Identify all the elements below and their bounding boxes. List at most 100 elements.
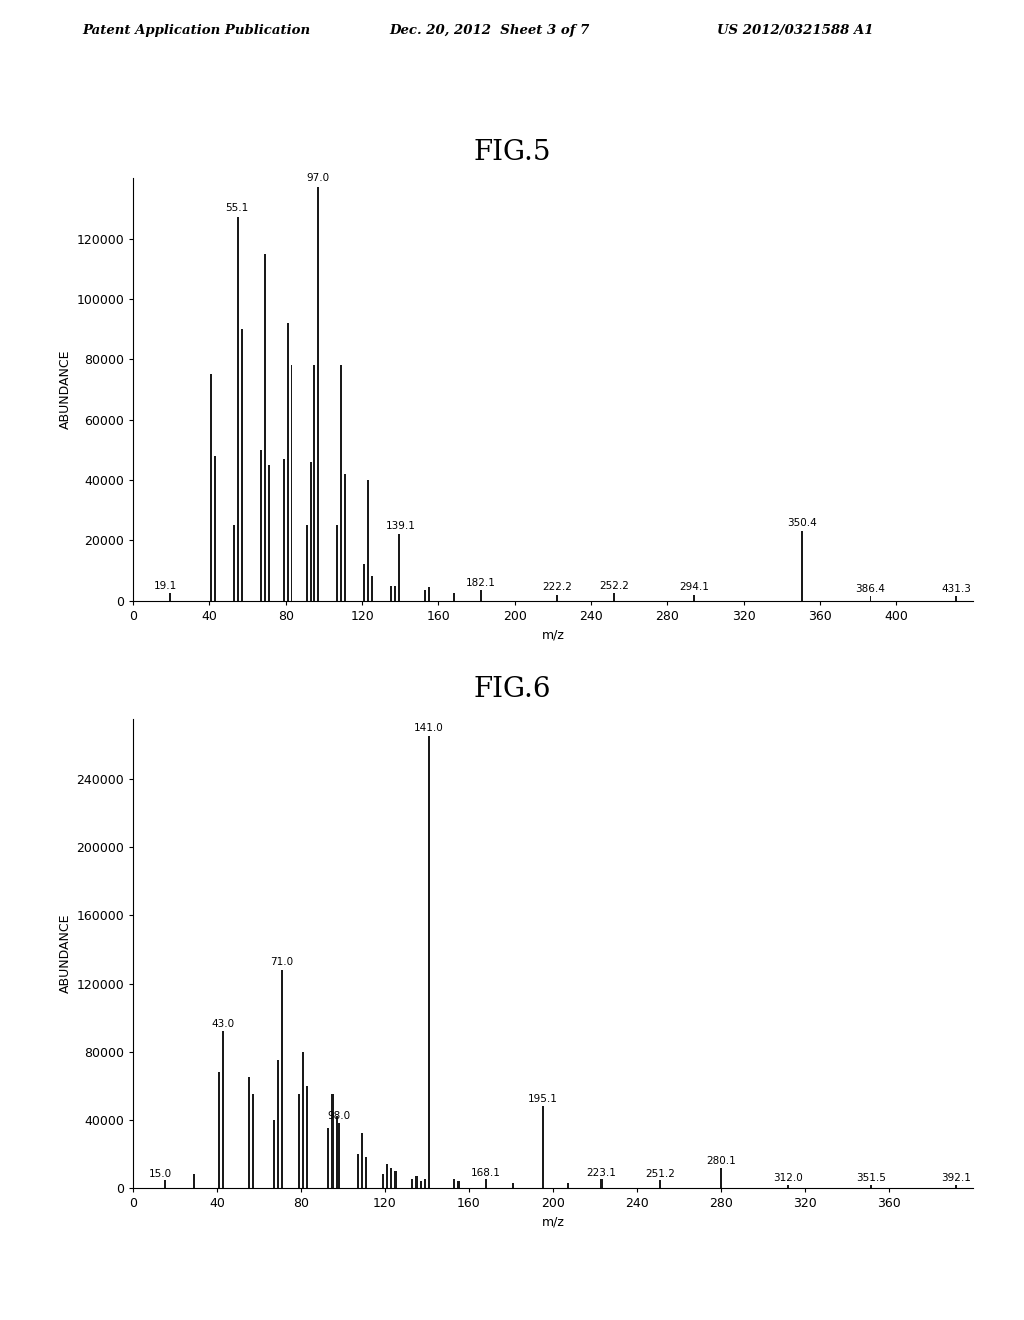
Text: 195.1: 195.1 — [527, 1094, 558, 1104]
Text: 294.1: 294.1 — [680, 582, 710, 593]
Bar — [870, 1184, 872, 1188]
Bar — [693, 594, 695, 601]
Bar — [367, 480, 369, 601]
Text: 251.2: 251.2 — [645, 1170, 676, 1179]
Bar — [390, 586, 392, 601]
Text: 312.0: 312.0 — [773, 1173, 803, 1183]
Bar — [390, 1168, 392, 1188]
Bar — [412, 1180, 414, 1188]
Text: 97.0: 97.0 — [306, 173, 330, 182]
Text: 71.0: 71.0 — [270, 957, 294, 968]
Bar — [869, 597, 871, 601]
Bar — [332, 1094, 334, 1188]
Bar — [193, 1175, 195, 1188]
Bar — [238, 218, 240, 601]
Text: 386.4: 386.4 — [856, 583, 886, 594]
Bar — [485, 1180, 487, 1188]
Text: FIG.5: FIG.5 — [473, 139, 551, 165]
Text: 15.0: 15.0 — [148, 1170, 172, 1179]
Bar — [306, 1086, 308, 1188]
Bar — [556, 594, 558, 601]
Bar — [382, 1175, 384, 1188]
Bar — [458, 1181, 460, 1188]
Bar — [302, 1052, 304, 1188]
Bar — [428, 587, 430, 601]
Text: 351.5: 351.5 — [856, 1173, 886, 1183]
Bar — [955, 597, 957, 601]
Bar — [272, 1119, 274, 1188]
Bar — [393, 586, 395, 601]
Bar — [264, 253, 266, 601]
Bar — [169, 593, 171, 601]
Text: FIG.6: FIG.6 — [473, 676, 551, 702]
Bar — [291, 366, 293, 601]
Bar — [787, 1184, 790, 1188]
Bar — [428, 737, 430, 1188]
Bar — [260, 450, 262, 601]
Bar — [267, 465, 269, 601]
Bar — [336, 525, 338, 601]
Bar — [340, 366, 342, 601]
Bar — [360, 1134, 362, 1188]
Text: 280.1: 280.1 — [707, 1156, 736, 1166]
Bar — [317, 187, 319, 601]
Bar — [276, 1060, 279, 1188]
Text: 168.1: 168.1 — [471, 1168, 501, 1179]
Bar — [298, 1094, 300, 1188]
Text: 19.1: 19.1 — [155, 581, 177, 590]
Text: 141.0: 141.0 — [415, 723, 444, 733]
Text: 43.0: 43.0 — [212, 1019, 234, 1028]
Bar — [453, 593, 455, 601]
Bar — [338, 1123, 340, 1188]
Bar — [241, 329, 243, 601]
Bar — [164, 1180, 166, 1188]
Text: 182.1: 182.1 — [466, 578, 496, 587]
Bar — [306, 525, 308, 601]
X-axis label: m/z: m/z — [542, 628, 564, 642]
Bar — [955, 1184, 957, 1188]
Bar — [336, 1117, 338, 1188]
Bar — [210, 375, 212, 601]
Bar — [218, 1072, 220, 1188]
Bar — [801, 531, 803, 601]
Text: 350.4: 350.4 — [786, 517, 817, 528]
Bar — [366, 1158, 368, 1188]
Text: 392.1: 392.1 — [941, 1173, 971, 1183]
Bar — [356, 1154, 358, 1188]
Bar — [566, 1183, 568, 1188]
Text: 252.2: 252.2 — [599, 581, 630, 590]
Bar — [309, 462, 311, 601]
Bar — [600, 1180, 602, 1188]
Bar — [344, 474, 346, 601]
Bar — [282, 970, 284, 1188]
Bar — [252, 1094, 254, 1188]
Bar — [283, 459, 285, 601]
Bar — [512, 1183, 514, 1188]
Bar — [313, 366, 315, 601]
Bar — [613, 593, 615, 601]
Bar — [364, 565, 365, 601]
Bar — [222, 1031, 224, 1188]
Bar — [397, 535, 399, 601]
Text: 98.0: 98.0 — [328, 1111, 350, 1121]
Y-axis label: ABUNDANCE: ABUNDANCE — [59, 350, 72, 429]
Text: 139.1: 139.1 — [386, 520, 416, 531]
Bar — [420, 1181, 422, 1188]
X-axis label: m/z: m/z — [542, 1216, 564, 1229]
Bar — [233, 525, 236, 601]
Bar — [720, 1168, 722, 1188]
Bar — [214, 455, 216, 601]
Bar — [386, 1164, 388, 1188]
Bar — [454, 1180, 456, 1188]
Text: 222.2: 222.2 — [543, 582, 572, 593]
Text: 223.1: 223.1 — [587, 1168, 616, 1179]
Text: Dec. 20, 2012  Sheet 3 of 7: Dec. 20, 2012 Sheet 3 of 7 — [389, 24, 590, 37]
Text: 55.1: 55.1 — [224, 203, 248, 213]
Bar — [542, 1106, 544, 1188]
Bar — [416, 1176, 418, 1188]
Bar — [479, 590, 481, 601]
Bar — [248, 1077, 250, 1188]
Bar — [424, 1180, 426, 1188]
Bar — [371, 577, 373, 601]
Text: Patent Application Publication: Patent Application Publication — [82, 24, 310, 37]
